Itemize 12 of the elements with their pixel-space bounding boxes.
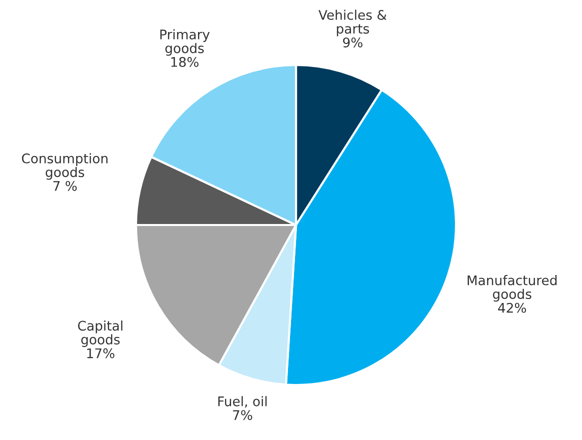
slice-label: Consumption goods (22, 153, 108, 180)
slice-label: Vehicles & parts (318, 10, 387, 36)
slice-label: Manufactured goods (468, 275, 557, 302)
data-label: 42% (498, 302, 526, 313)
slice-label: Fuel, oil (218, 396, 267, 408)
slice-label: Primary goods (160, 29, 210, 56)
data-label: 18% (171, 57, 198, 67)
data-label: 7% (233, 410, 252, 420)
data-label: 17% (87, 348, 114, 358)
data-label: 7 % (53, 180, 77, 191)
data-label: 9% (343, 37, 362, 48)
slice-label: Capital goods (78, 320, 122, 348)
